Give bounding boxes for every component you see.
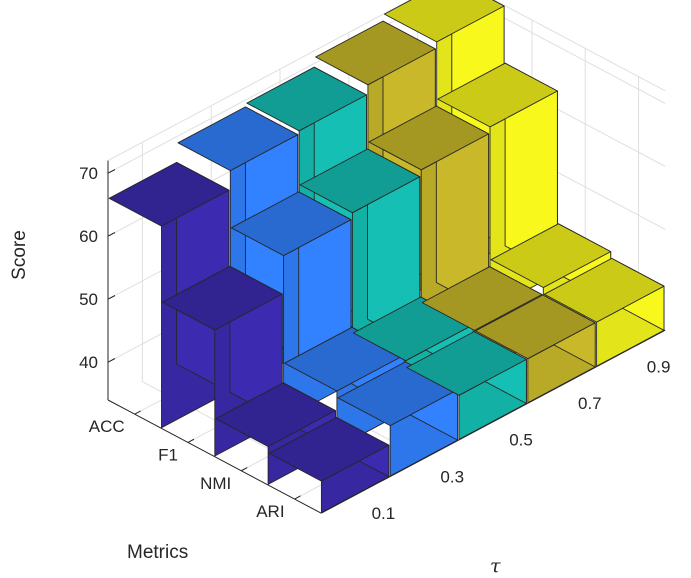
bar-face-top bbox=[475, 294, 596, 360]
bar-face-top bbox=[315, 20, 436, 86]
tau-tick-label-3: 0.7 bbox=[578, 394, 602, 413]
bar-f1-tau-0.7 bbox=[368, 105, 490, 347]
bar-face-top bbox=[177, 106, 299, 172]
tau-axis-label: τ bbox=[490, 555, 501, 577]
z-tick-3 bbox=[107, 169, 116, 174]
z-tick-label-0: 40 bbox=[79, 353, 98, 372]
bar-face-top bbox=[421, 266, 543, 331]
z-tick-1 bbox=[107, 295, 116, 300]
bar-face-top bbox=[268, 416, 390, 482]
bar-face-top bbox=[299, 148, 421, 214]
z-tick-2 bbox=[107, 232, 116, 237]
bars bbox=[108, 0, 665, 514]
z-tick-label-2: 60 bbox=[79, 227, 98, 246]
metric-tick-label-2: NMI bbox=[200, 474, 231, 493]
metric-tick-0 bbox=[134, 410, 141, 415]
bar-face-top bbox=[246, 66, 367, 132]
tau-tick-label-1: 0.3 bbox=[440, 467, 464, 486]
bar-f1-tau-0.3 bbox=[230, 191, 352, 420]
metric-tick-3 bbox=[294, 495, 301, 500]
tau-tick-label-4: 0.9 bbox=[647, 358, 671, 377]
metric-tick-1 bbox=[187, 438, 195, 443]
bar-face-top bbox=[490, 223, 612, 288]
bar-face-top bbox=[108, 161, 230, 227]
metric-tick-2 bbox=[241, 467, 248, 472]
bar-ari-tau-0.1 bbox=[268, 416, 390, 514]
z-tick-label-1: 50 bbox=[79, 290, 98, 309]
z-tick-label-3: 70 bbox=[79, 164, 98, 183]
metric-tick-label-1: F1 bbox=[158, 445, 178, 464]
bar-ari-tau-0.9 bbox=[543, 257, 665, 367]
metrics-axis-line bbox=[107, 399, 322, 514]
tau-tick-label-2: 0.5 bbox=[509, 431, 533, 450]
bar-face-top bbox=[215, 382, 336, 447]
bar-face-top bbox=[543, 257, 665, 323]
bar-face-top bbox=[437, 62, 558, 128]
grid-top-side bbox=[493, 0, 666, 92]
z-tick-0 bbox=[107, 358, 116, 363]
bar-face-top bbox=[383, 0, 505, 43]
bar-ari-tau-0.7 bbox=[475, 294, 596, 404]
bar-ari-tau-0.5 bbox=[406, 331, 527, 440]
labels: Score Metrics τ bbox=[9, 230, 501, 577]
bar-face-top bbox=[406, 331, 527, 396]
z-axis-label: Score bbox=[9, 230, 30, 280]
bar-face-top bbox=[162, 265, 283, 331]
metric-tick-label-3: ARI bbox=[256, 502, 284, 521]
grid-top-back bbox=[107, 0, 411, 162]
axes: 40 50 60 70 ACC F1 NMI ARI 0.1 0.3 0.5 0.7 0.9 bbox=[79, 160, 671, 523]
bar-face-top bbox=[230, 191, 352, 257]
metrics-axis-label: Metrics bbox=[127, 542, 188, 563]
tau-tick-label-0: 0.1 bbox=[372, 504, 396, 523]
bar-face-top bbox=[368, 105, 490, 171]
metric-tick-label-0: ACC bbox=[89, 417, 125, 436]
